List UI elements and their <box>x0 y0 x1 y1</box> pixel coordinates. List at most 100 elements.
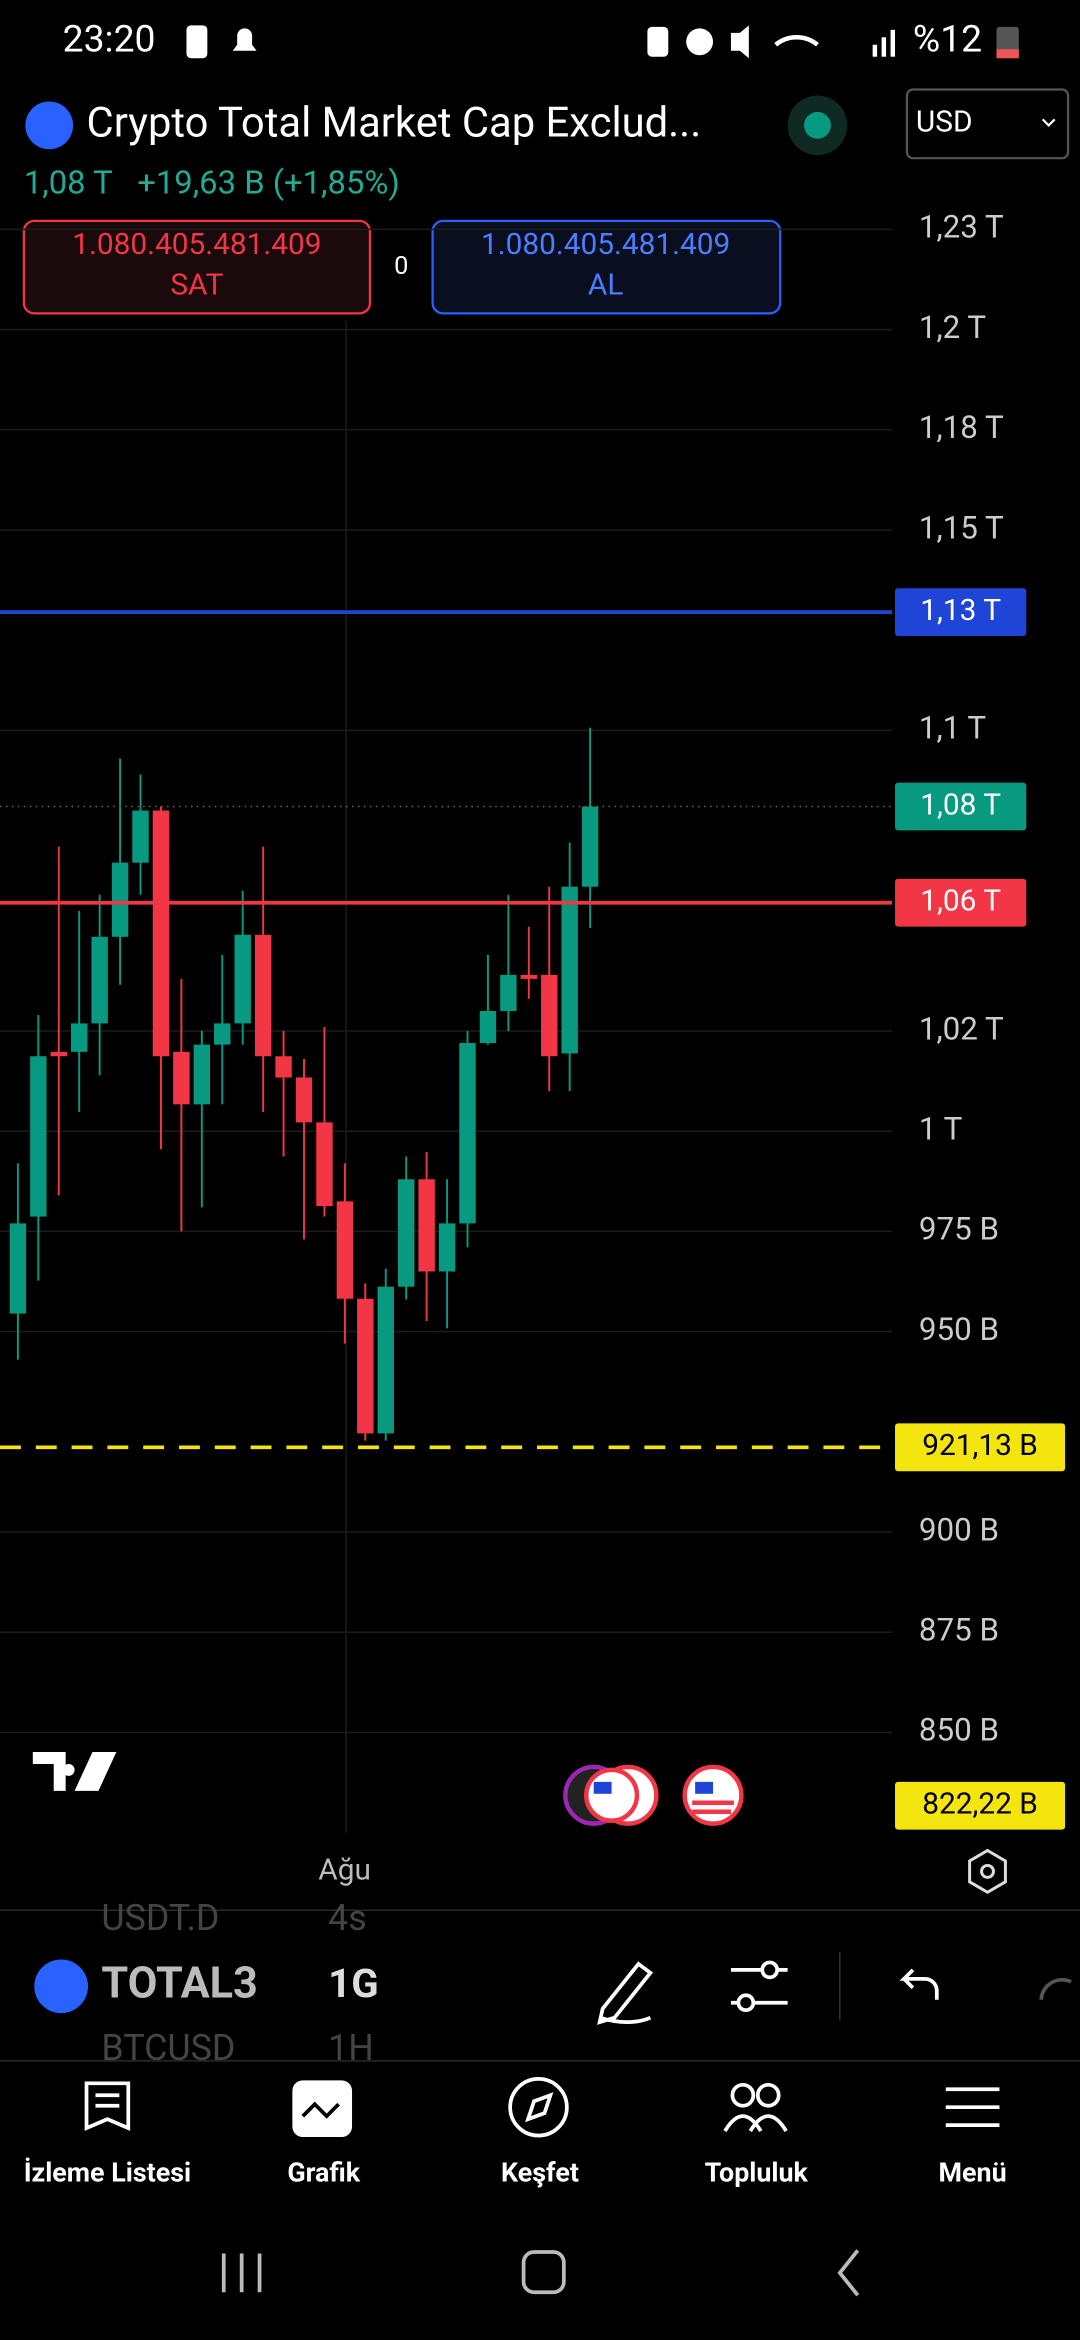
candle-body <box>9 1223 27 1314</box>
y-tick-label: 950 B <box>919 1311 999 1348</box>
candle-body <box>336 1201 354 1299</box>
price-badge <box>895 782 1027 831</box>
price-badge <box>895 1423 1066 1472</box>
y-tick-label: 1,02 T <box>919 1010 1004 1047</box>
y-tick-label: 975 B <box>919 1211 999 1248</box>
battery-level: %12 <box>913 18 982 62</box>
spread: 0 <box>394 251 408 281</box>
toolbar-logo <box>34 1959 89 2014</box>
nav-label[interactable]: Keşfet <box>501 2156 579 2188</box>
price-badge-label: 921,13 B <box>922 1428 1038 1463</box>
candle-body <box>520 974 538 979</box>
candle-body <box>254 934 272 1057</box>
candle-body <box>193 1044 211 1105</box>
price-badge <box>895 588 1027 637</box>
price-change: +19,63 B (+1,85%) <box>137 165 400 203</box>
sell-label: SAT <box>170 267 223 302</box>
sell-button[interactable] <box>22 219 372 315</box>
event-icons[interactable] <box>563 1764 744 1826</box>
candle-body <box>50 1051 67 1057</box>
y-tick-label: 1,1 T <box>919 710 986 747</box>
y-tick-label: 1 T <box>919 1110 962 1147</box>
candle-body <box>30 1056 47 1217</box>
candle-body <box>581 806 599 887</box>
candle-body <box>377 1286 394 1434</box>
tradingview-logo-dot <box>62 1763 75 1776</box>
y-tick-label: 1,18 T <box>919 409 1004 446</box>
candle-body <box>418 1179 435 1272</box>
indicators-icon[interactable] <box>730 1960 788 2013</box>
candle-body <box>91 936 108 1024</box>
settings-icon-center <box>980 1863 995 1879</box>
candle-body <box>71 1023 88 1052</box>
chart[interactable]: 1,23 T 1,2 T 1,18 T 1,15 T 1,1 T 1,02 T 1 T 975… <box>0 209 1066 1833</box>
next-interval: 1H <box>328 2027 374 2069</box>
low-price-label: 822,22 B <box>922 1787 1038 1822</box>
y-tick-label: 900 B <box>919 1511 999 1548</box>
nav-label[interactable]: Topluluk <box>705 2156 809 2188</box>
draw-tool-icon[interactable] <box>597 1961 654 2025</box>
price-badge-label: 1,13 T <box>920 593 1001 628</box>
x-axis-label: Ağu <box>318 1852 371 1887</box>
toolbar-symbol[interactable]: TOTAL3 <box>101 1958 257 2009</box>
candle-body <box>173 1051 190 1105</box>
candle-body <box>316 1122 333 1207</box>
price-badge-label: 1,08 T <box>920 787 1001 822</box>
candle-body <box>541 974 558 1057</box>
nav-label[interactable]: Grafik <box>287 2156 360 2188</box>
currency[interactable]: USD <box>916 105 973 140</box>
nav-label[interactable]: İzleme Listesi <box>24 2156 191 2188</box>
candle-body <box>234 934 251 1024</box>
clock: 23:20 <box>63 18 156 62</box>
y-tick-label: 1,2 T <box>919 309 986 346</box>
bell-icon <box>232 28 257 51</box>
last-price: 1,08 T <box>24 165 113 203</box>
y-tick-label: 875 B <box>919 1611 999 1648</box>
buy-button[interactable] <box>431 219 782 315</box>
price-badge-label: 1,06 T <box>920 884 1001 919</box>
candle-body <box>111 862 129 937</box>
buy-label: AL <box>588 267 624 302</box>
battery-fill <box>996 49 1019 59</box>
candle-body <box>438 1223 456 1272</box>
next-symbol: BTCUSD <box>101 2027 235 2069</box>
y-tick-label: 850 B <box>919 1712 999 1749</box>
candle-body <box>500 974 517 1011</box>
redo-icon[interactable] <box>1039 1978 1072 2000</box>
prev-symbol: USDT.D <box>101 1897 219 1939</box>
price-badge <box>895 878 1027 927</box>
market-status-dot <box>804 111 831 139</box>
y-tick-label: 1,15 T <box>919 509 1004 546</box>
dropdown-arrow <box>1041 118 1056 127</box>
tradingview-logo <box>32 1752 117 1791</box>
nav-bar: İzleme Listesi Grafik Keşfet Topluluk Menü <box>24 2156 1007 2188</box>
undo-icon[interactable] <box>899 1968 939 2000</box>
candle-body <box>459 1043 476 1224</box>
candle-body <box>295 1077 313 1123</box>
prev-interval: 4s <box>328 1897 367 1939</box>
buy-price: 1.080.405.481.409 <box>481 227 730 262</box>
sell-price: 1.080.405.481.409 <box>72 227 321 262</box>
status-icons <box>647 25 896 59</box>
candle-body <box>152 810 170 1057</box>
symbol-title[interactable]: Crypto Total Market Cap Exclud... <box>87 98 702 147</box>
candle-body <box>479 1010 497 1044</box>
nav-icons <box>84 2076 1000 2138</box>
currency-select[interactable] <box>905 88 1070 160</box>
system-nav[interactable] <box>221 2249 860 2297</box>
candle-body <box>214 1023 231 1045</box>
toolbar-interval[interactable]: 1G <box>328 1960 379 2007</box>
candle-body <box>132 810 149 863</box>
candle-body <box>275 1056 292 1078</box>
candle-body <box>561 886 578 1054</box>
candle-body <box>397 1179 415 1287</box>
y-tick-label: 1,23 T <box>919 209 1004 246</box>
settings-icon[interactable] <box>968 1848 1007 1895</box>
nav-label[interactable]: Menü <box>939 2156 1007 2188</box>
status-icon <box>186 25 208 59</box>
low-price-badge <box>895 1781 1066 1830</box>
candle-body <box>357 1298 374 1434</box>
